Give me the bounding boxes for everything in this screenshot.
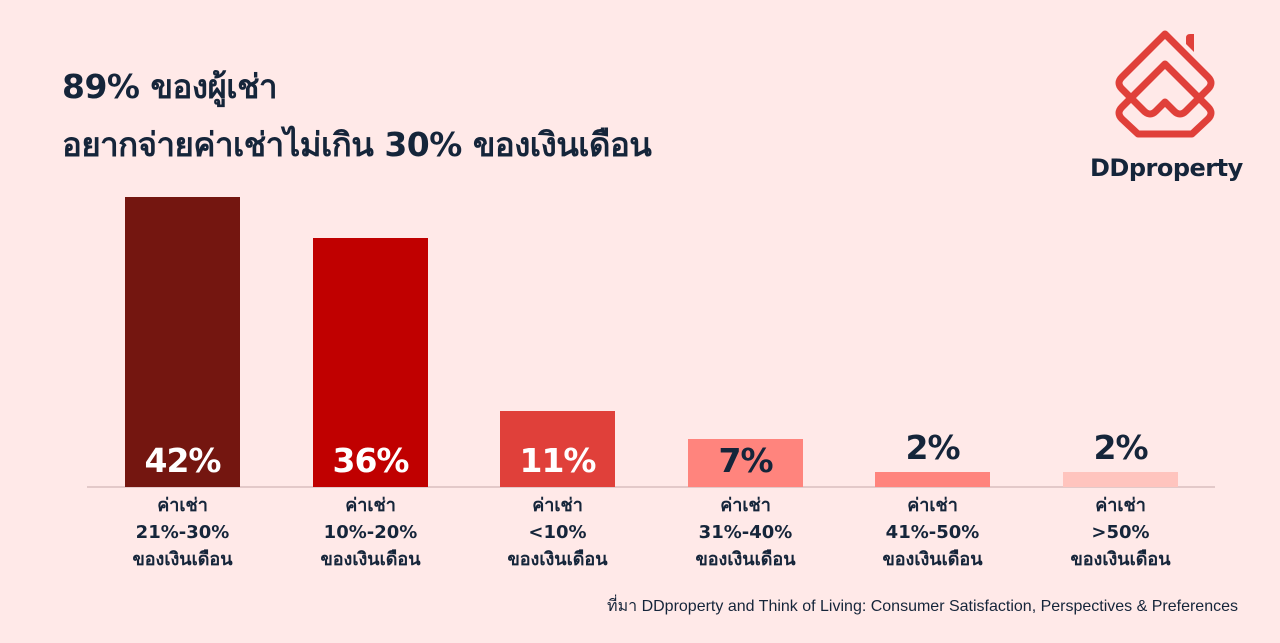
brand-name: DDproperty	[1090, 154, 1243, 182]
category-label-line: ค่าเช่า	[720, 495, 771, 516]
category-label-line: ค่าเช่า	[157, 495, 208, 516]
bar-value-label: 11%	[519, 441, 597, 480]
category-label-line: ของเงินเดือน	[507, 549, 608, 570]
category-label-line: <10%	[528, 522, 587, 543]
bar	[313, 238, 428, 487]
title-line-2: อยากจ่ายค่าเช่าไม่เกิน 30% ของเงินเดือน	[62, 125, 652, 164]
category-label-line: ของเงินเดือน	[695, 549, 796, 570]
category-label: ค่าเช่า 21%-30% ของเงินเดือน	[93, 492, 273, 573]
category-label-line: ของเงินเดือน	[132, 549, 233, 570]
title-line-1: 89% ของผู้เช่า	[62, 67, 278, 106]
bar-value-label: 7%	[718, 441, 773, 480]
bar	[688, 439, 803, 487]
bar	[500, 411, 615, 487]
category-label-line: 10%-20%	[323, 522, 418, 543]
category-label-line: 21%-30%	[135, 522, 230, 543]
ddproperty-logo: DDproperty	[1090, 28, 1243, 188]
category-label-line: ค่าเช่า	[345, 495, 396, 516]
bar	[1063, 472, 1178, 487]
category-label-line: ของเงินเดือน	[320, 549, 421, 570]
category-label: ค่าเช่า 41%-50% ของเงินเดือน	[843, 492, 1023, 573]
category-label: ค่าเช่า >50% ของเงินเดือน	[1031, 492, 1211, 573]
chart-title: 89% ของผู้เช่า อยากจ่ายค่าเช่าไม่เกิน 30…	[62, 58, 652, 174]
bar-value-label: 42%	[144, 441, 222, 480]
category-label-line: >50%	[1091, 522, 1150, 543]
category-label-line: ค่าเช่า	[532, 495, 583, 516]
bar-value-label: 2%	[905, 428, 960, 467]
x-axis-line	[87, 486, 1215, 488]
category-label-line: ของเงินเดือน	[882, 549, 983, 570]
category-label-line: 31%-40%	[698, 522, 793, 543]
category-label: ค่าเช่า <10% ของเงินเดือน	[468, 492, 648, 573]
category-label-line: ค่าเช่า	[907, 495, 958, 516]
category-label-line: ของเงินเดือน	[1070, 549, 1171, 570]
category-label: ค่าเช่า 10%-20% ของเงินเดือน	[281, 492, 461, 573]
bar-value-label: 2%	[1093, 428, 1148, 467]
ddproperty-house-icon	[1115, 30, 1215, 138]
bar-value-label: 36%	[332, 441, 410, 480]
bar	[875, 472, 990, 487]
category-label: ค่าเช่า 31%-40% ของเงินเดือน	[656, 492, 836, 573]
bar	[125, 197, 240, 487]
source-note: ที่มา DDproperty and Think of Living: Co…	[607, 598, 1238, 615]
category-label-line: ค่าเช่า	[1095, 495, 1146, 516]
category-label-line: 41%-50%	[885, 522, 980, 543]
